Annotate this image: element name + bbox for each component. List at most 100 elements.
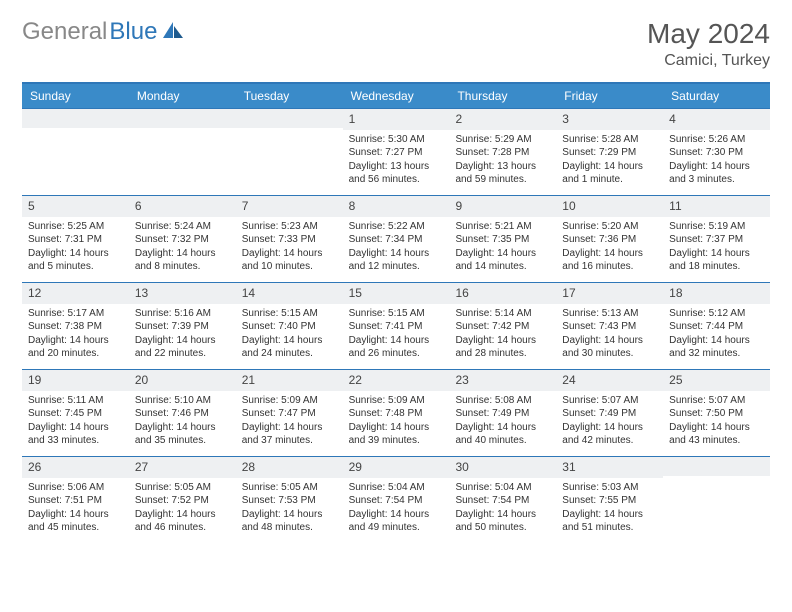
- daylight-label: Daylight: 14 hours and 35 minutes.: [135, 421, 230, 448]
- day-number: 8: [349, 199, 356, 213]
- sunset-label: Sunset: 7:40 PM: [242, 320, 337, 334]
- day-cell: [129, 109, 236, 195]
- day-cell: 30 Sunrise: 5:04 AMSunset: 7:54 PMDayligh…: [449, 457, 556, 543]
- day-cell: 27Sunrise: 5:05 AMSunset: 7:52 PMDayligh…: [129, 457, 236, 543]
- week-row: 1Sunrise: 5:30 AMSunset: 7:27 PMDaylight…: [22, 108, 770, 195]
- day-cell: 6Sunrise: 5:24 AMSunset: 7:32 PMDaylight…: [129, 196, 236, 282]
- daylight-label: Daylight: 14 hours and 40 minutes.: [455, 421, 550, 448]
- day-cell: 19Sunrise: 5:11 AMSunset: 7:45 PMDayligh…: [22, 370, 129, 456]
- empty-day-row: [236, 109, 343, 128]
- day-number-row: 14: [236, 283, 343, 304]
- day-number-row: 3: [556, 109, 663, 130]
- sunset-label: Sunset: 7:54 PM: [455, 494, 550, 508]
- sunset-label: Sunset: 7:44 PM: [669, 320, 764, 334]
- day-cell: 22Sunrise: 5:09 AMSunset: 7:48 PMDayligh…: [343, 370, 450, 456]
- day-header-friday: Friday: [556, 84, 663, 108]
- sunrise-label: Sunrise: 5:10 AM: [135, 394, 230, 408]
- daylight-label: Daylight: 14 hours and 50 minutes.: [455, 508, 550, 535]
- day-cell: 28Sunrise: 5:05 AMSunset: 7:53 PMDayligh…: [236, 457, 343, 543]
- location-label: Camici, Turkey: [647, 52, 770, 70]
- sunrise-label: Sunrise: 5:21 AM: [455, 220, 550, 234]
- day-cell: 24Sunrise: 5:07 AMSunset: 7:49 PMDayligh…: [556, 370, 663, 456]
- sunset-label: Sunset: 7:52 PM: [135, 494, 230, 508]
- day-number: 27: [135, 460, 148, 474]
- daylight-label: Daylight: 14 hours and 18 minutes.: [669, 247, 764, 274]
- day-number-row: 29: [343, 457, 450, 478]
- day-number-row: 1: [343, 109, 450, 130]
- day-number: 17: [562, 286, 575, 300]
- day-number: 14: [242, 286, 255, 300]
- day-number-row: 31: [556, 457, 663, 478]
- sunrise-label: Sunrise: 5:14 AM: [455, 307, 550, 321]
- sunrise-label: Sunrise: 5:15 AM: [242, 307, 337, 321]
- day-number: 1: [349, 112, 356, 126]
- sunrise-label: Sunrise: 5:25 AM: [28, 220, 123, 234]
- daylight-label: Daylight: 14 hours and 32 minutes.: [669, 334, 764, 361]
- sunrise-label: Sunrise: 5:05 AM: [242, 481, 337, 495]
- day-number: 11: [669, 199, 681, 213]
- day-cell: 18Sunrise: 5:12 AMSunset: 7:44 PMDayligh…: [663, 283, 770, 369]
- sunset-label: Sunset: 7:46 PM: [135, 407, 230, 421]
- day-number: 18: [669, 286, 682, 300]
- day-number: 3: [562, 112, 569, 126]
- sunset-label: Sunset: 7:37 PM: [669, 233, 764, 247]
- day-cell: 9Sunrise: 5:21 AMSunset: 7:35 PMDaylight…: [449, 196, 556, 282]
- sunrise-label: Sunrise: 5:09 AM: [242, 394, 337, 408]
- day-number-row: 30: [449, 457, 556, 478]
- day-number-row: 22: [343, 370, 450, 391]
- sunrise-label: Sunrise: 5:04 AM: [455, 481, 550, 495]
- day-number: 31: [562, 460, 575, 474]
- sunrise-label: Sunrise: 5:07 AM: [562, 394, 657, 408]
- day-header-tuesday: Tuesday: [236, 84, 343, 108]
- day-number-row: 15: [343, 283, 450, 304]
- day-number: 23: [455, 373, 468, 387]
- day-number-row: 20: [129, 370, 236, 391]
- day-number-row: 17: [556, 283, 663, 304]
- day-number: 16: [455, 286, 468, 300]
- day-cell: 3Sunrise: 5:28 AMSunset: 7:29 PMDaylight…: [556, 109, 663, 195]
- sunset-label: Sunset: 7:51 PM: [28, 494, 123, 508]
- daylight-label: Daylight: 14 hours and 45 minutes.: [28, 508, 123, 535]
- sunrise-label: Sunrise: 5:19 AM: [669, 220, 764, 234]
- daylight-label: Daylight: 14 hours and 30 minutes.: [562, 334, 657, 361]
- day-cell: 8Sunrise: 5:22 AMSunset: 7:34 PMDaylight…: [343, 196, 450, 282]
- day-cell: 12Sunrise: 5:17 AMSunset: 7:38 PMDayligh…: [22, 283, 129, 369]
- daylight-label: Daylight: 14 hours and 16 minutes.: [562, 247, 657, 274]
- day-header-saturday: Saturday: [663, 84, 770, 108]
- sunset-label: Sunset: 7:27 PM: [349, 146, 444, 160]
- day-cell: 2Sunrise: 5:29 AMSunset: 7:28 PMDaylight…: [449, 109, 556, 195]
- day-number-row: 23: [449, 370, 556, 391]
- week-row: 19Sunrise: 5:11 AMSunset: 7:45 PMDayligh…: [22, 369, 770, 456]
- day-number: 30: [455, 460, 468, 474]
- day-number-row: 18: [663, 283, 770, 304]
- sunrise-label: Sunrise: 5:13 AM: [562, 307, 657, 321]
- day-cell: 21Sunrise: 5:09 AMSunset: 7:47 PMDayligh…: [236, 370, 343, 456]
- sunset-label: Sunset: 7:36 PM: [562, 233, 657, 247]
- sunset-label: Sunset: 7:34 PM: [349, 233, 444, 247]
- day-number: 4: [669, 112, 676, 126]
- title-block: May 2024 Camici, Turkey: [647, 18, 770, 70]
- sunrise-label: Sunrise: 5:26 AM: [669, 133, 764, 147]
- day-cell: 1Sunrise: 5:30 AMSunset: 7:27 PMDaylight…: [343, 109, 450, 195]
- day-number: 25: [669, 373, 682, 387]
- sunset-label: Sunset: 7:49 PM: [455, 407, 550, 421]
- day-cell: 5Sunrise: 5:25 AMSunset: 7:31 PMDaylight…: [22, 196, 129, 282]
- day-header-monday: Monday: [129, 84, 236, 108]
- day-number: 15: [349, 286, 362, 300]
- sunset-label: Sunset: 7:42 PM: [455, 320, 550, 334]
- sunset-label: Sunset: 7:29 PM: [562, 146, 657, 160]
- day-cell: 25Sunrise: 5:07 AMSunset: 7:50 PMDayligh…: [663, 370, 770, 456]
- sunrise-label: Sunrise: 5:07 AM: [669, 394, 764, 408]
- day-number-row: 12: [22, 283, 129, 304]
- sunset-label: Sunset: 7:48 PM: [349, 407, 444, 421]
- day-cell: 14Sunrise: 5:15 AMSunset: 7:40 PMDayligh…: [236, 283, 343, 369]
- sunrise-label: Sunrise: 5:16 AM: [135, 307, 230, 321]
- daylight-label: Daylight: 14 hours and 28 minutes.: [455, 334, 550, 361]
- daylight-label: Daylight: 14 hours and 10 minutes.: [242, 247, 337, 274]
- sunset-label: Sunset: 7:54 PM: [349, 494, 444, 508]
- daylight-label: Daylight: 14 hours and 48 minutes.: [242, 508, 337, 535]
- day-number-row: 21: [236, 370, 343, 391]
- day-number-row: 9: [449, 196, 556, 217]
- day-number: 28: [242, 460, 255, 474]
- day-cell: 17Sunrise: 5:13 AMSunset: 7:43 PMDayligh…: [556, 283, 663, 369]
